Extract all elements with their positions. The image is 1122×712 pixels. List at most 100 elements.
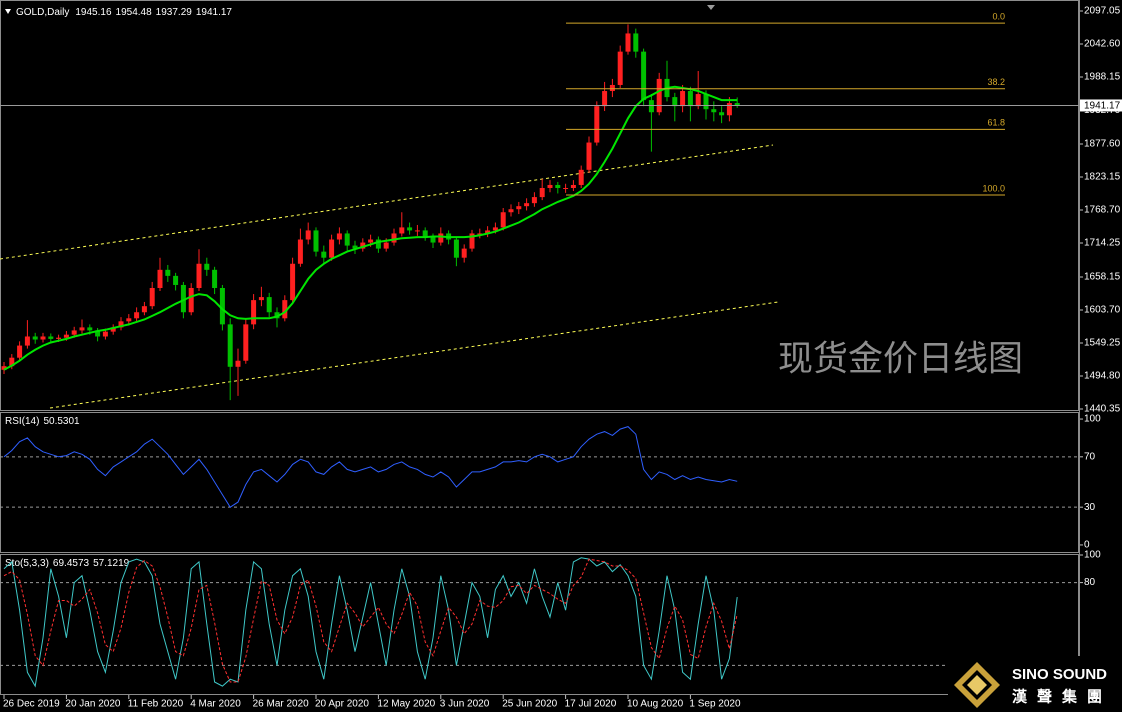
y-tick-label: 1603.70	[1084, 305, 1121, 316]
y-tick-label: 30	[1084, 502, 1096, 513]
symbol-title: GOLD,Daily	[16, 7, 69, 18]
candle-body	[110, 327, 116, 332]
candle-body	[586, 142, 592, 170]
candle-body	[17, 345, 23, 358]
fibonacci-label: 61.8	[987, 118, 1005, 128]
candle-body	[40, 336, 46, 340]
y-tick-label: 1988.15	[1084, 72, 1121, 83]
y-tick-label: 100	[1084, 414, 1101, 425]
y-tick-label: 1823.15	[1084, 172, 1121, 183]
candle-body	[32, 336, 38, 340]
x-tick-label: 12 May 2020	[377, 699, 435, 710]
candle-body	[594, 106, 600, 143]
stochastic-panel	[0, 554, 1079, 695]
candle-body	[149, 288, 155, 307]
x-tick-label: 20 Apr 2020	[315, 699, 369, 710]
candle-body	[344, 233, 350, 246]
indicator-line	[3, 558, 738, 683]
candle-body	[711, 109, 717, 113]
candle-body	[563, 188, 569, 189]
main-header: GOLD,Daily 1945.16 1954.48 1937.29 1941.17	[16, 7, 232, 18]
candle-body	[212, 269, 218, 288]
candle-body	[500, 212, 506, 228]
y-tick-label: 1494.80	[1084, 371, 1121, 382]
x-tick-label: 25 Jun 2020	[502, 699, 557, 710]
y-tick-label: 80	[1084, 577, 1096, 588]
candle-body	[134, 312, 140, 319]
candle-body	[141, 306, 147, 313]
candle-body	[703, 94, 709, 110]
candle-body	[235, 360, 241, 367]
candle-body	[24, 336, 30, 346]
y-tick-label: 1768.70	[1084, 205, 1121, 216]
brand-name: SINO SOUND	[1012, 666, 1107, 683]
candle-body	[165, 269, 171, 276]
candle-body	[71, 330, 77, 335]
x-tick-label: 17 Jul 2020	[565, 699, 617, 710]
candle-body	[461, 248, 467, 258]
x-tick-label: 4 Mar 2020	[190, 699, 241, 710]
candle-body	[274, 312, 280, 319]
candle-body	[352, 245, 358, 249]
candle-body	[204, 263, 210, 270]
candle-body	[258, 297, 264, 301]
current-price-box	[1080, 99, 1122, 112]
candle-body	[539, 188, 545, 198]
candle-body	[672, 97, 678, 107]
candle-body	[375, 239, 381, 249]
candle-body	[422, 230, 428, 237]
y-tick-label: 1549.25	[1084, 338, 1121, 349]
x-tick-label: 3 Jun 2020	[440, 699, 490, 710]
candle-body	[407, 227, 413, 231]
rsi-value: 50.5301	[43, 416, 80, 427]
stochastic-header: Sto(5,3,3) 69.4573 57.1219	[5, 558, 130, 569]
candle-body	[157, 269, 163, 288]
moving-average	[3, 85, 738, 371]
x-tick-label: 10 Aug 2020	[627, 699, 684, 710]
candle-body	[555, 184, 561, 188]
ohlc-open: 1945.16	[75, 7, 112, 18]
ohlc-high: 1954.48	[116, 7, 153, 18]
y-tick-label: 1658.15	[1084, 272, 1121, 283]
candle-body	[625, 33, 631, 52]
candle-body	[531, 197, 537, 204]
candle-body	[430, 236, 436, 243]
candle-body	[485, 230, 491, 234]
ohlc-close: 1941.17	[196, 7, 233, 18]
candle-body	[251, 300, 257, 325]
ohlc-low: 1937.29	[156, 7, 193, 18]
candle-body	[360, 242, 366, 249]
main-panel	[0, 0, 1079, 411]
collapse-arrow	[5, 9, 11, 14]
candle-body	[243, 324, 249, 361]
y-tick-label: 0	[1084, 540, 1090, 551]
candle-body	[547, 184, 553, 188]
logo: SINO SOUND 漢聲集團	[948, 656, 1122, 712]
candle-body	[336, 233, 342, 240]
candle-body	[516, 206, 522, 210]
candle-body	[290, 263, 296, 301]
candle-body	[329, 239, 335, 258]
x-tick-label: 26 Dec 2019	[3, 699, 60, 710]
candle-body	[48, 336, 54, 339]
rsi-title: RSI(14)	[5, 416, 39, 427]
y-tick-label: 2042.60	[1084, 39, 1121, 50]
current-price-label: 1941.17	[1084, 101, 1121, 112]
brand-subtitle: 漢聲集團	[1012, 688, 1112, 706]
candle-body	[578, 169, 584, 185]
candle-body	[79, 327, 85, 331]
candle-body	[641, 51, 647, 101]
stochastic-signal-value: 57.1219	[93, 558, 130, 569]
stochastic-title: Sto(5,3,3)	[5, 558, 49, 569]
candle-body	[477, 233, 483, 235]
candle-body	[63, 334, 69, 338]
candle-body	[297, 239, 303, 264]
channel-lower	[49, 301, 779, 409]
candle-body	[368, 239, 374, 243]
shift-marker	[707, 5, 715, 10]
x-tick-label: 11 Feb 2020	[128, 699, 184, 710]
y-tick-label: 70	[1084, 451, 1096, 462]
y-tick-label: 1877.60	[1084, 139, 1121, 150]
candle-body	[102, 331, 108, 337]
candle-body	[617, 51, 623, 85]
